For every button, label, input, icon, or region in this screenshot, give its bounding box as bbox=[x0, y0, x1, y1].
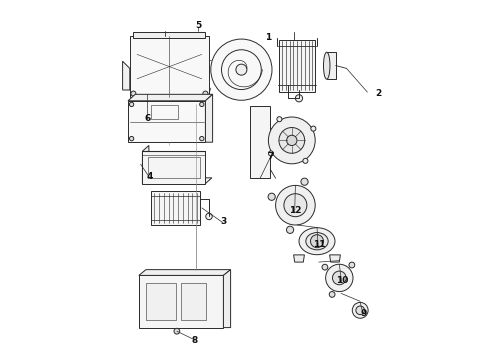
Bar bbox=[151, 105, 178, 120]
Circle shape bbox=[311, 235, 323, 248]
Polygon shape bbox=[143, 145, 149, 184]
Circle shape bbox=[295, 95, 303, 102]
Text: 7: 7 bbox=[267, 152, 273, 161]
Ellipse shape bbox=[299, 228, 335, 255]
Text: 1: 1 bbox=[265, 33, 271, 42]
Bar bbox=[279, 40, 315, 92]
Circle shape bbox=[275, 185, 315, 225]
Text: 10: 10 bbox=[336, 276, 348, 285]
Polygon shape bbox=[139, 275, 223, 328]
Polygon shape bbox=[128, 101, 205, 142]
Bar bbox=[181, 283, 206, 320]
Polygon shape bbox=[139, 270, 231, 275]
Circle shape bbox=[131, 91, 136, 96]
Bar bbox=[148, 157, 200, 178]
Circle shape bbox=[352, 302, 368, 318]
Circle shape bbox=[269, 117, 315, 164]
Circle shape bbox=[303, 158, 308, 163]
Text: 11: 11 bbox=[313, 240, 325, 249]
Ellipse shape bbox=[306, 233, 328, 250]
Circle shape bbox=[236, 64, 247, 75]
Circle shape bbox=[287, 226, 294, 233]
Text: 5: 5 bbox=[195, 21, 201, 30]
Circle shape bbox=[174, 328, 180, 334]
Text: 2: 2 bbox=[375, 89, 381, 98]
Polygon shape bbox=[143, 178, 212, 184]
Text: 12: 12 bbox=[289, 206, 302, 215]
Circle shape bbox=[301, 178, 308, 185]
Circle shape bbox=[129, 102, 134, 107]
Circle shape bbox=[356, 306, 365, 315]
Polygon shape bbox=[250, 106, 270, 178]
Circle shape bbox=[333, 271, 346, 285]
Circle shape bbox=[287, 135, 297, 145]
Polygon shape bbox=[122, 61, 130, 90]
Circle shape bbox=[279, 127, 305, 153]
Circle shape bbox=[329, 292, 335, 297]
Circle shape bbox=[277, 117, 282, 122]
Circle shape bbox=[284, 194, 307, 217]
Circle shape bbox=[129, 136, 134, 141]
Text: 3: 3 bbox=[220, 217, 226, 226]
Polygon shape bbox=[205, 94, 213, 142]
Bar bbox=[151, 191, 200, 225]
Circle shape bbox=[311, 126, 316, 131]
Polygon shape bbox=[130, 36, 209, 97]
Circle shape bbox=[326, 264, 353, 292]
Text: 4: 4 bbox=[147, 172, 153, 181]
Circle shape bbox=[206, 213, 212, 220]
Bar bbox=[327, 52, 336, 79]
Text: 6: 6 bbox=[145, 114, 151, 123]
Polygon shape bbox=[330, 255, 341, 262]
Polygon shape bbox=[294, 255, 304, 262]
Circle shape bbox=[199, 102, 204, 107]
Circle shape bbox=[322, 264, 328, 270]
Circle shape bbox=[268, 193, 275, 201]
Circle shape bbox=[269, 151, 273, 156]
Circle shape bbox=[199, 136, 204, 141]
Text: 9: 9 bbox=[361, 309, 367, 318]
Text: 8: 8 bbox=[192, 336, 198, 345]
Circle shape bbox=[211, 39, 272, 100]
Polygon shape bbox=[143, 151, 205, 184]
Bar bbox=[146, 283, 175, 320]
Circle shape bbox=[203, 91, 208, 96]
Polygon shape bbox=[128, 94, 213, 101]
Bar bbox=[133, 32, 205, 38]
Polygon shape bbox=[223, 270, 231, 328]
Ellipse shape bbox=[323, 52, 330, 79]
Circle shape bbox=[349, 262, 355, 268]
